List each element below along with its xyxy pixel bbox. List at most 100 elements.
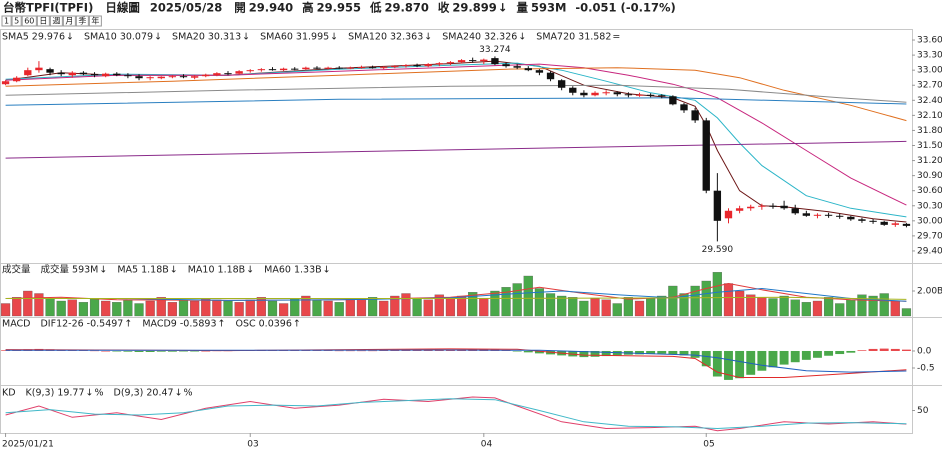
volume-bar bbox=[601, 299, 611, 317]
candle-body bbox=[813, 214, 822, 216]
y-tick-label: 31.500 bbox=[917, 141, 942, 151]
volume-bar bbox=[890, 300, 900, 317]
volume-bar bbox=[857, 294, 867, 317]
candle-body bbox=[168, 76, 177, 78]
candle-body bbox=[213, 73, 221, 76]
candle-body bbox=[847, 216, 855, 220]
osc-bar bbox=[90, 350, 99, 352]
osc-bar bbox=[112, 350, 122, 352]
legend-value: 20.47 bbox=[146, 388, 173, 399]
indicator-line bbox=[5, 349, 907, 373]
panel-title: 成交量 bbox=[2, 264, 31, 276]
y-tick-label: 30.000 bbox=[917, 216, 942, 226]
y-tick-label: 2.00B bbox=[917, 287, 942, 297]
period-button[interactable] bbox=[75, 15, 89, 27]
candle-body bbox=[480, 59, 488, 62]
volume-bar bbox=[646, 298, 656, 317]
osc-bar bbox=[1, 350, 11, 351]
y-tick-label: 30.900 bbox=[917, 171, 942, 181]
period-button[interactable] bbox=[88, 15, 102, 27]
osc-bar bbox=[101, 350, 111, 352]
legend-value: 32.326 bbox=[484, 32, 517, 43]
osc-bar bbox=[901, 349, 911, 351]
osc-bar bbox=[379, 350, 389, 351]
candle-body bbox=[424, 64, 432, 67]
close-value: 29.899 bbox=[452, 1, 496, 15]
osc-bar bbox=[512, 350, 522, 352]
volume-bar bbox=[456, 295, 467, 317]
period-button-label[interactable]: 年 bbox=[91, 16, 99, 26]
y-tick-label: 29.400 bbox=[917, 246, 942, 256]
period-button-label[interactable]: 1 bbox=[4, 17, 9, 26]
volume-bar bbox=[479, 298, 489, 317]
change-value: -0.051 (-0.17%) bbox=[575, 1, 675, 15]
panel-title: KD bbox=[2, 388, 16, 399]
candle-body bbox=[1, 81, 10, 85]
period-button-label[interactable]: 月 bbox=[65, 17, 73, 26]
volume-bar bbox=[545, 293, 556, 317]
candle-body bbox=[13, 77, 21, 82]
volume-bar bbox=[534, 288, 545, 317]
volume-bar bbox=[746, 294, 756, 317]
candle-body bbox=[702, 120, 710, 191]
period-button[interactable] bbox=[11, 15, 22, 27]
volume-bar bbox=[823, 297, 834, 317]
candle-body bbox=[224, 73, 232, 75]
period-button-label[interactable]: 日 bbox=[39, 17, 47, 26]
period-button[interactable] bbox=[49, 15, 63, 27]
candle-body bbox=[313, 67, 321, 69]
candle-body bbox=[491, 58, 499, 65]
osc-bar bbox=[712, 350, 722, 377]
volume-bar bbox=[612, 303, 622, 317]
volume-bar bbox=[879, 293, 889, 317]
candle-body bbox=[124, 75, 132, 77]
candle-body bbox=[591, 92, 599, 96]
candle-body bbox=[691, 110, 699, 121]
candle-body bbox=[302, 67, 310, 70]
candle-body bbox=[469, 60, 477, 62]
osc-bar bbox=[868, 348, 878, 351]
volume-bar bbox=[345, 298, 355, 317]
volume-bar bbox=[812, 300, 823, 317]
period-button[interactable] bbox=[21, 15, 37, 27]
candle-body bbox=[602, 92, 610, 94]
volume-bar bbox=[768, 298, 778, 317]
candle-body bbox=[346, 67, 355, 69]
legend-value: 593M bbox=[72, 265, 98, 276]
x-tick-label: 03 bbox=[247, 440, 258, 450]
period-button[interactable] bbox=[1, 15, 12, 27]
period-button-label[interactable]: 60 bbox=[24, 17, 34, 26]
candle-body bbox=[858, 219, 866, 221]
volume-bar bbox=[301, 295, 311, 317]
candle-body bbox=[680, 104, 688, 111]
volume-bar bbox=[134, 303, 144, 317]
indicator-line bbox=[5, 84, 907, 103]
candle-body bbox=[235, 71, 243, 74]
extreme-label: 29.590 bbox=[702, 245, 734, 255]
period-button-label[interactable]: 5 bbox=[14, 17, 19, 26]
high-label: 高 bbox=[302, 1, 314, 15]
period-button[interactable] bbox=[36, 15, 50, 27]
osc-bar bbox=[724, 350, 733, 380]
legend-trend: ↑ bbox=[293, 319, 301, 330]
candle-body bbox=[335, 67, 343, 69]
period-button-label[interactable]: 週 bbox=[52, 17, 60, 26]
osc-bar bbox=[701, 350, 711, 367]
legend-value: 32.363 bbox=[390, 32, 423, 43]
volume-bar bbox=[67, 299, 77, 317]
osc-bar bbox=[123, 350, 133, 352]
volume-bar bbox=[835, 303, 845, 317]
period-button-label[interactable]: 季 bbox=[78, 16, 86, 26]
candle-body bbox=[68, 72, 76, 76]
volume-bar bbox=[501, 287, 511, 317]
candle-body bbox=[46, 69, 54, 73]
panel-title: MACD bbox=[2, 319, 30, 330]
volume-bar bbox=[701, 280, 711, 317]
volume-bar bbox=[112, 302, 122, 317]
osc-bar bbox=[824, 350, 834, 356]
legend-trend: ↓ bbox=[66, 32, 74, 43]
osc-bar bbox=[601, 350, 611, 357]
period-button[interactable] bbox=[62, 15, 76, 27]
candle-body bbox=[391, 66, 399, 68]
osc-bar bbox=[646, 350, 656, 355]
